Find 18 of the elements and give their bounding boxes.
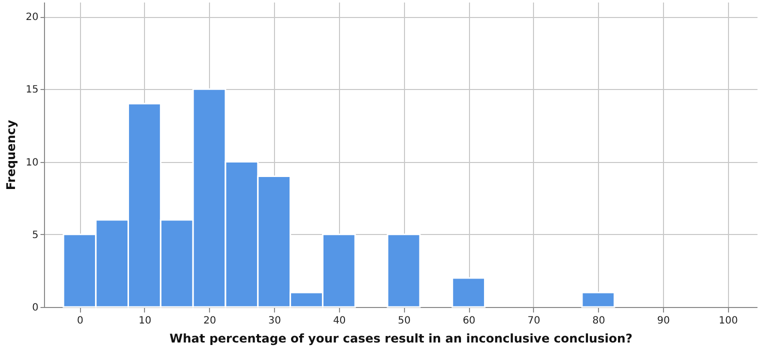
x-tick-label: 90 [657,316,670,326]
x-tick-label: 0 [76,316,84,326]
x-tick-label: 30 [268,316,281,326]
x-tick-label: 80 [592,316,606,326]
y-tick-label: 10 [26,157,38,168]
y-tick-label: 5 [32,230,38,241]
x-axis-title: What percentage of your cases result in an inconclusive conclusion? [170,332,633,346]
x-tick-label: 50 [398,316,411,326]
y-axis-title: Frequency [4,120,18,190]
x-tick-label: 60 [462,316,476,326]
x-tick-label: 10 [138,316,152,326]
x-tick-label: 20 [203,316,216,326]
x-tick-label: 70 [528,316,540,326]
y-tick-label: 0 [32,302,38,314]
x-tick-label: 40 [333,316,346,326]
x-tick-label: 100 [718,316,738,326]
y-tick-label: 20 [26,12,38,24]
y-tick-label: 15 [26,84,38,96]
